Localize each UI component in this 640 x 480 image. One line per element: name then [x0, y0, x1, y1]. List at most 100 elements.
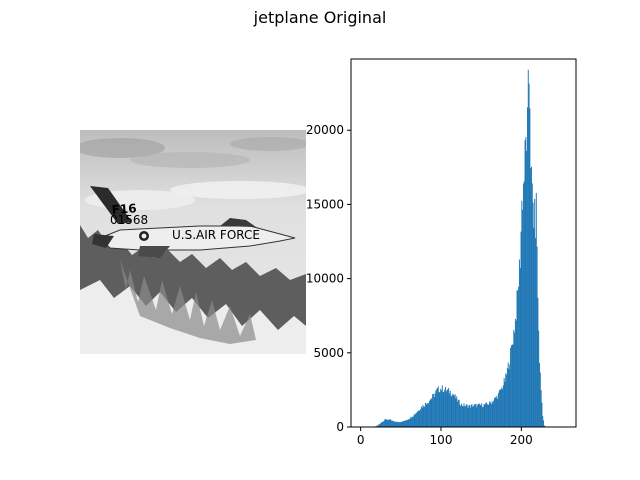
histogram-bar [515, 320, 517, 427]
histogram-bar [385, 419, 387, 427]
histogram-bar [425, 403, 427, 427]
histogram-bar [421, 407, 423, 427]
histogram-bar [471, 404, 473, 427]
histogram-bar [476, 407, 478, 427]
histogram-bar [535, 192, 537, 427]
histogram-bar [540, 390, 542, 427]
histogram-bar [511, 344, 513, 427]
histogram-bar [445, 386, 446, 427]
histogram-bar [526, 107, 528, 427]
histogram-bar [522, 183, 524, 427]
aircraft: F16 01568 U.S.AIR FORCE [90, 186, 296, 258]
histogram-bar [523, 181, 525, 427]
histogram-bar [495, 397, 497, 427]
histogram-bar [455, 398, 457, 427]
histogram-bar [401, 421, 403, 427]
histogram-bar [396, 421, 397, 427]
cloud [80, 138, 165, 158]
histogram-bar [532, 202, 534, 427]
histogram-bar [445, 391, 447, 427]
histogram-bar [453, 395, 455, 427]
histogram-bar [441, 390, 442, 427]
histogram-bar [461, 403, 463, 427]
histogram-bar [477, 403, 479, 427]
histogram-bar [392, 421, 394, 427]
histogram-bar [405, 420, 407, 427]
histogram-bar [498, 392, 500, 427]
histogram-bar [450, 395, 452, 427]
histogram-bar [465, 404, 467, 427]
figure-title: jetplane Original [253, 8, 387, 27]
histogram-bar [466, 404, 468, 427]
histogram-bar [400, 422, 401, 427]
histogram-bar [522, 209, 524, 427]
histogram-bar [517, 290, 519, 427]
histogram-bar [510, 347, 512, 427]
histogram-bar [485, 402, 487, 427]
histogram-bar [519, 267, 521, 427]
histogram-bar [454, 394, 456, 427]
histogram-bar [403, 421, 405, 427]
histogram-bar [478, 403, 480, 427]
histogram-bar [470, 404, 472, 427]
histogram-bar [533, 227, 535, 427]
histogram-bar [531, 183, 533, 427]
histogram-bar [412, 416, 414, 427]
histogram-bar [542, 416, 544, 427]
histogram-bar [410, 416, 412, 427]
histogram-bar [412, 416, 414, 427]
histogram-bar [534, 198, 536, 427]
histogram-bar [481, 407, 483, 427]
histogram-bar [502, 385, 504, 427]
histogram-bar [379, 423, 381, 427]
histogram-bar [496, 395, 498, 427]
histogram-bar [460, 406, 462, 427]
histogram-bar [448, 387, 450, 427]
histogram-bar [464, 406, 466, 427]
histogram-bar [417, 410, 419, 427]
histogram-bar [463, 403, 465, 427]
histogram-bar [499, 389, 501, 427]
histogram-bar [477, 404, 479, 427]
histogram-bar [447, 389, 449, 427]
histogram-bar [504, 381, 506, 427]
histogram-bar [384, 418, 386, 427]
histogram-bar [516, 290, 518, 427]
histogram-bar [456, 396, 458, 427]
histogram-bar [420, 409, 422, 427]
histogram-bar [424, 402, 426, 427]
histogram-bar [418, 410, 420, 427]
histogram-bar [505, 373, 507, 427]
histogram-bar [482, 406, 484, 427]
histogram-bar [432, 394, 434, 427]
histogram-bar [398, 421, 400, 427]
histogram-bar [486, 402, 487, 427]
histogram-bar [501, 387, 503, 427]
histogram-bar [437, 386, 439, 427]
histogram-bar [457, 401, 459, 427]
histogram-bar [380, 422, 382, 427]
histogram-bar [442, 392, 444, 427]
histogram-bar [514, 318, 516, 427]
wing [138, 246, 170, 258]
histogram-bar [428, 400, 430, 427]
histogram-bar [474, 404, 476, 427]
histogram-bar [387, 420, 389, 427]
histogram-bar [388, 419, 390, 427]
histogram-bar [451, 396, 453, 427]
histogram-bar [404, 420, 406, 427]
x-tick-label: 200 [510, 433, 533, 447]
histogram-bar [435, 390, 437, 427]
histogram-bar [459, 404, 461, 427]
histogram-bar [416, 411, 418, 427]
histogram-bar [518, 286, 520, 427]
histogram-bar [483, 403, 485, 427]
histogram-bar [377, 425, 379, 427]
histogram-bar [510, 345, 512, 427]
histogram-bar [514, 332, 516, 427]
histogram-bar [520, 231, 522, 427]
histogram-bar [440, 388, 442, 427]
histogram-bar [531, 166, 532, 427]
histogram-bar [404, 421, 405, 427]
